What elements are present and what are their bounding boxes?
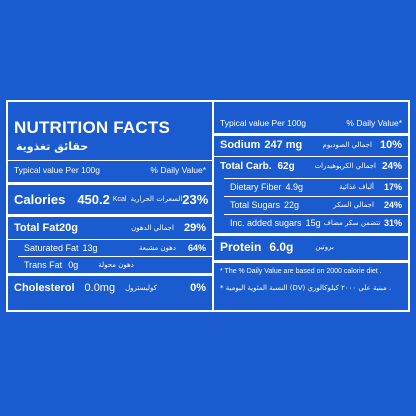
total-sugars-label: Total Sugars bbox=[230, 199, 281, 210]
protein-value: 6.0g bbox=[269, 240, 294, 254]
sodium-value: 247 mg bbox=[264, 139, 303, 151]
daily-value-label: % Daily Value* bbox=[150, 165, 206, 175]
total-carb-row: Total Carb. 62g اجمالي الكربوهيدرات 24% bbox=[220, 158, 402, 174]
calories-pct: 23% bbox=[182, 191, 209, 207]
total-carb-pct: 24% bbox=[381, 160, 402, 172]
divider bbox=[18, 256, 212, 257]
typical-value-label: Typical value Per 100g bbox=[220, 118, 306, 128]
cholesterol-label: Cholesterol bbox=[14, 282, 75, 294]
trans-fat-arabic: دهون محولة bbox=[98, 260, 134, 269]
total-fat-value: 20g bbox=[59, 222, 78, 234]
nutrition-facts-panel: NUTRITION FACTS حقائق تغذوية Typical val… bbox=[6, 100, 410, 312]
left-column: NUTRITION FACTS حقائق تغذوية Typical val… bbox=[8, 102, 212, 310]
nutrition-facts-title: NUTRITION FACTS bbox=[14, 118, 170, 137]
saturated-fat-pct: 64% bbox=[187, 242, 206, 253]
dietary-fiber-value: 4.9g bbox=[285, 181, 304, 192]
total-carb-label: Total Carb. bbox=[220, 160, 272, 172]
total-sugars-row: Total Sugars 22g اجمالي السكر 24% bbox=[230, 198, 402, 211]
dietary-fiber-label: Dietary Fiber bbox=[230, 181, 282, 192]
trans-fat-row: Trans Fat 0g دهون محولة bbox=[24, 258, 206, 271]
cholesterol-pct: 0% bbox=[190, 282, 206, 294]
saturated-fat-value: 13g bbox=[82, 242, 98, 253]
saturated-fat-arabic: دهون مشبعة bbox=[138, 243, 176, 252]
trans-fat-label: Trans Fat bbox=[24, 259, 63, 270]
divider-thick bbox=[8, 182, 212, 185]
total-carb-arabic: اجمالي الكربوهيدرات bbox=[314, 162, 376, 170]
divider bbox=[224, 178, 408, 179]
divider bbox=[8, 160, 212, 161]
protein-arabic: بروتين bbox=[315, 243, 334, 251]
trans-fat-value: 0g bbox=[68, 259, 79, 270]
divider bbox=[214, 156, 408, 157]
calories-row: Calories 450.2 Kcal السعرات الحرارية 23% bbox=[14, 190, 209, 208]
daily-value-note: * The % Daily Value are based on 2000 ca… bbox=[220, 268, 382, 275]
added-sugars-arabic: تتضمن سكر مضاف bbox=[323, 218, 381, 227]
dietary-fiber-row: Dietary Fiber 4.9g ألياف غذائية 17% bbox=[230, 180, 402, 193]
dietary-fiber-pct: 17% bbox=[383, 181, 402, 192]
dietary-fiber-arabic: ألياف غذائية bbox=[339, 182, 374, 191]
total-fat-arabic: اجمالي الدهون bbox=[131, 224, 174, 232]
sodium-pct: 10% bbox=[379, 139, 402, 151]
right-column: Typical value Per 100g % Daily Value* So… bbox=[214, 102, 408, 310]
calories-unit: Kcal bbox=[112, 195, 127, 203]
right-header-row: Typical value Per 100g % Daily Value* bbox=[220, 116, 402, 130]
typical-value-label: Typical value Per 100g bbox=[14, 165, 100, 175]
total-carb-value: 62g bbox=[277, 160, 295, 172]
divider-thick bbox=[214, 133, 408, 136]
divider-thick bbox=[8, 214, 212, 217]
divider-thick bbox=[214, 233, 408, 236]
daily-value-label: % Daily Value* bbox=[346, 118, 402, 128]
calories-value: 450.2 bbox=[77, 191, 110, 207]
calories-arabic: السعرات الحرارية bbox=[130, 195, 183, 203]
added-sugars-value: 15g bbox=[305, 217, 321, 228]
saturated-fat-label: Saturated Fat bbox=[24, 242, 79, 253]
divider bbox=[224, 214, 408, 215]
saturated-fat-row: Saturated Fat 13g دهون مشبعة 64% bbox=[24, 241, 206, 254]
cholesterol-row: Cholesterol 0.0mg كوليسترول 0% bbox=[14, 280, 206, 296]
sodium-arabic: اجمالي الصوديوم bbox=[322, 141, 372, 149]
calories-label: Calories bbox=[14, 191, 66, 207]
cholesterol-value: 0.0mg bbox=[84, 282, 116, 294]
protein-row: Protein 6.0g بروتين bbox=[220, 238, 402, 256]
added-sugars-row: Inc. added sugars 15g تتضمن سكر مضاف 31% bbox=[230, 216, 402, 229]
protein-label: Protein bbox=[220, 240, 262, 254]
total-sugars-pct: 24% bbox=[383, 199, 402, 210]
total-fat-row: Total Fat 20g اجمالي الدهون 29% bbox=[14, 220, 206, 236]
total-sugars-value: 22g bbox=[284, 199, 300, 210]
left-header-row: Typical value Per 100g % Daily Value* bbox=[14, 163, 206, 177]
cholesterol-arabic: كوليسترول bbox=[125, 284, 157, 292]
sodium-row: Sodium 247 mg اجمالي الصوديوم 10% bbox=[220, 137, 402, 153]
added-sugars-pct: 31% bbox=[383, 217, 402, 228]
column-divider bbox=[212, 102, 214, 310]
nutrition-facts-title-arabic: حقائق تغذوية bbox=[16, 140, 89, 153]
divider bbox=[224, 196, 408, 197]
divider-thick bbox=[214, 260, 408, 263]
total-sugars-arabic: اجمالي السكر bbox=[333, 200, 374, 209]
daily-value-note-arabic: * النسبة المئوية اليومية (DV) مبنية على … bbox=[220, 284, 392, 292]
added-sugars-label: Inc. added sugars bbox=[230, 217, 302, 228]
sodium-label: Sodium bbox=[220, 139, 261, 151]
divider bbox=[8, 239, 212, 240]
total-fat-pct: 29% bbox=[183, 222, 206, 234]
divider-thick bbox=[8, 273, 212, 276]
total-fat-label: Total Fat bbox=[14, 222, 60, 234]
